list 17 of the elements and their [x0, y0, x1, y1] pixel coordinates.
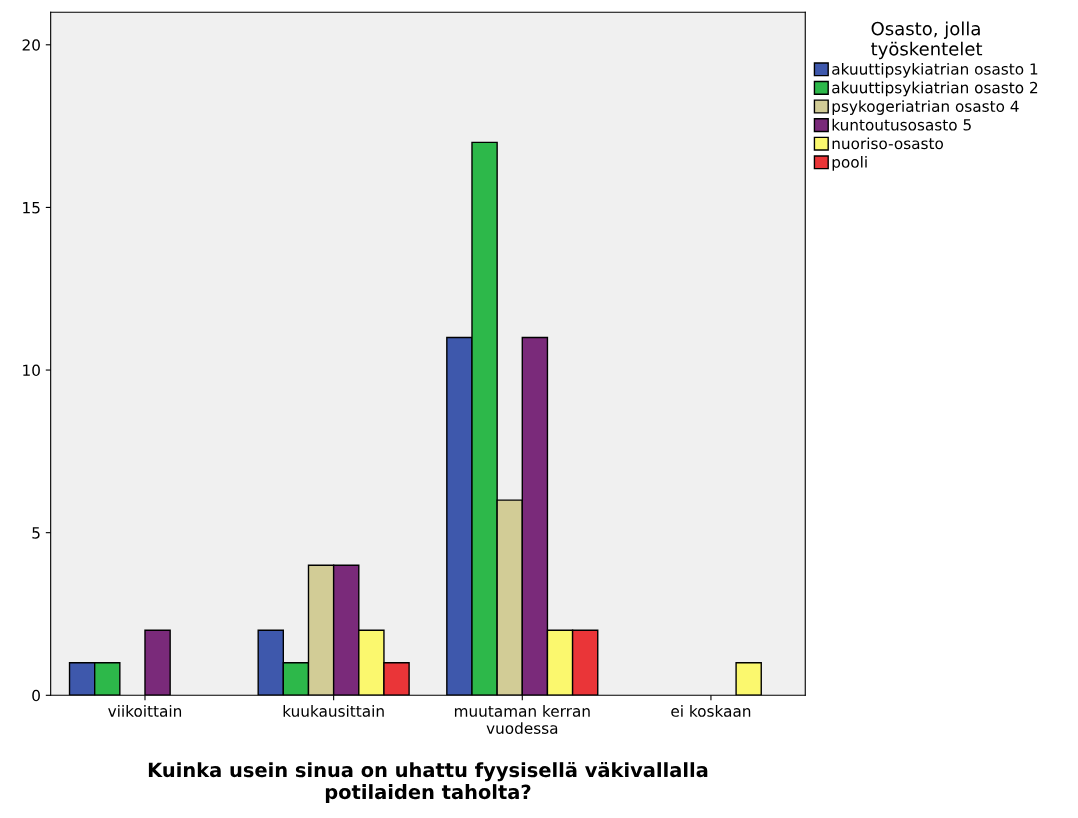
legend-label: akuuttipsykiatrian osasto 1 [832, 62, 1038, 78]
x-axis-title: Kuinka usein sinua on uhattu fyysisellä väkivallalla potilaiden taholta? [148, 761, 708, 803]
x-tick-label: muutaman kerran vuodessa [454, 705, 590, 734]
legend-title: Osasto, jolla työskentelet [871, 21, 983, 60]
y-tick-label: 10 [23, 364, 40, 377]
legend-label: psykogeriatrian osasto 4 [832, 100, 1019, 115]
x-tick-label: kuukausittain [283, 705, 384, 717]
legend-label: akuuttipsykiatrian osasto 2 [832, 81, 1038, 97]
legend-label: pooli [832, 155, 867, 171]
y-tick-label: 5 [32, 527, 40, 539]
y-tick-label: 15 [23, 202, 40, 214]
y-tick-label: 20 [22, 39, 40, 51]
x-tick-label: ei koskaan [671, 705, 751, 717]
x-tick-label: viikoittain [108, 705, 182, 717]
legend-label: nuoriso-osasto [832, 137, 943, 150]
legend-label: kuntoutusosasto 5 [832, 118, 971, 131]
y-tick-label: 0 [32, 689, 40, 702]
